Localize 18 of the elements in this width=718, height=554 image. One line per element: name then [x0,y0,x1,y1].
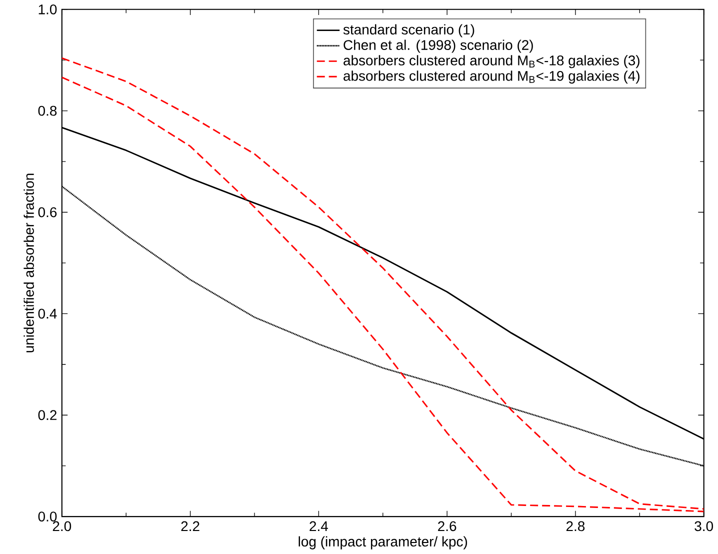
x-tick-label: 2.4 [310,521,328,532]
legend-label: absorbers clustered around M$_{B}$<-19 galaxies (4) [344,70,640,84]
x-tick-label: 2.6 [438,521,456,532]
x-tick-label: 3.0 [694,521,714,532]
y-tick-label: 0.4 [38,308,57,319]
legend-label: standard scenario (1) [343,24,474,38]
y-tick-label: 1.0 [38,4,57,14]
y-tick-label: 0.0 [38,512,57,522]
x-tick-label: 2.2 [181,521,200,532]
legend-label: Chen et al. (1998) scenario (2) [344,40,533,53]
y-axis-title: unidentified absorber fraction [24,174,34,352]
y-tick-label: 0.8 [38,106,57,116]
y-tick-label: 0.6 [38,207,57,218]
y-tick-label: 0.2 [38,410,56,420]
legend-label: absorbers clustered around M$_{B}$<-18 galaxies (3) [344,55,640,68]
x-tick-label: 2.8 [566,521,585,532]
x-axis-title: log (impact parameter/ kpc) [298,536,468,550]
x-tick-label: 2.0 [52,521,72,532]
